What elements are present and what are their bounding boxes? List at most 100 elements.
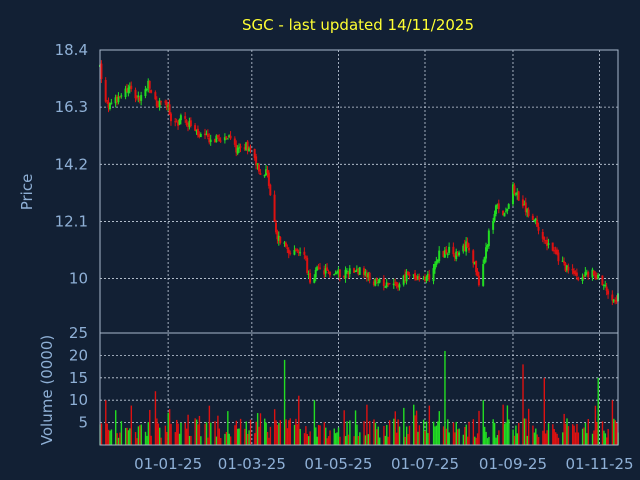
volume-bar <box>168 409 171 445</box>
volume-bar <box>508 419 510 445</box>
volume-bar <box>115 410 117 445</box>
volume-bar <box>217 415 219 445</box>
candle-body <box>614 300 617 302</box>
volume-bar <box>255 421 257 445</box>
volume-bar <box>110 429 113 445</box>
candle-body <box>487 230 490 246</box>
candle-body <box>313 278 316 283</box>
candle-body <box>114 97 117 104</box>
volume-bar <box>224 433 226 445</box>
volume-bar <box>249 419 252 445</box>
volume-bar <box>303 433 306 445</box>
volume-bar <box>503 423 506 445</box>
volume-bar <box>237 428 239 445</box>
volume-bar <box>403 407 405 445</box>
price-tick-label: 14.2 <box>55 155 88 173</box>
volume-bar <box>386 424 388 445</box>
candle-body <box>138 97 141 101</box>
candle-body <box>206 133 209 137</box>
candle-body <box>611 294 614 301</box>
volume-bar <box>472 419 475 445</box>
volume-bar <box>526 435 528 445</box>
volume-grid <box>100 354 618 424</box>
candle-body <box>567 266 570 271</box>
candle-body <box>218 138 221 142</box>
volume-bar <box>613 418 615 445</box>
volume-bar <box>525 418 527 445</box>
volume-bar <box>563 413 565 445</box>
volume-bar <box>513 435 516 445</box>
candle-body <box>355 269 358 271</box>
volume-tick-label: 25 <box>69 324 88 342</box>
volume-bar <box>127 430 130 445</box>
candle-body <box>178 119 181 125</box>
volume-bar <box>562 432 564 445</box>
candle-body <box>127 87 130 94</box>
volume-bar <box>552 424 554 445</box>
candle-body <box>347 272 350 275</box>
volume-bar <box>106 423 108 445</box>
volume-bar <box>218 428 221 445</box>
candle-body <box>334 273 337 275</box>
candle-body <box>433 264 436 270</box>
volume-bar <box>234 425 236 445</box>
candle-body <box>364 271 367 276</box>
candle-body <box>209 139 212 143</box>
volume-bar <box>567 426 570 445</box>
volume-bar <box>275 420 277 445</box>
volume-bar <box>448 432 450 445</box>
volume-bar <box>269 426 272 445</box>
candle-body <box>592 270 595 276</box>
volume-bar <box>527 408 530 445</box>
volume-bar <box>425 421 428 445</box>
candle-body <box>294 249 297 251</box>
candle-body <box>155 100 158 107</box>
candle-body <box>494 205 497 215</box>
candle-body <box>327 272 330 274</box>
volume-bar <box>124 427 127 445</box>
candle-body <box>445 249 448 255</box>
volume-bar <box>289 418 291 445</box>
volume-bar <box>485 431 487 445</box>
candle-body <box>594 275 597 279</box>
volume-bar <box>367 434 370 445</box>
candle-body <box>317 267 320 269</box>
volume-bar <box>174 432 177 445</box>
volume-bar <box>295 418 297 445</box>
date-tick-label: 01-01-25 <box>134 455 202 473</box>
candle-body <box>432 268 435 282</box>
volume-bar <box>344 436 347 445</box>
volume-bar <box>597 377 599 445</box>
volume-bar <box>194 418 196 445</box>
candle-body <box>205 133 208 135</box>
candle-body <box>348 268 351 275</box>
candle-body <box>377 281 380 283</box>
candle-body <box>531 215 534 220</box>
candle-body <box>306 257 309 273</box>
candle-body <box>219 140 222 142</box>
candle-body <box>358 267 361 275</box>
volume-bar <box>248 430 250 445</box>
candle-body <box>387 283 390 285</box>
volume-bar <box>535 428 537 445</box>
candle-body <box>213 138 216 143</box>
chart-title: SGC - last updated 14/11/2025 <box>242 16 474 34</box>
candle-body <box>378 279 381 283</box>
candle-body <box>422 278 425 280</box>
date-tick-label: 01-03-25 <box>218 455 286 473</box>
volume-bar <box>557 437 560 445</box>
candle-body <box>395 282 398 286</box>
volume-tick-label: 20 <box>69 346 88 364</box>
volume-bar <box>176 419 178 445</box>
candle-body <box>397 285 400 288</box>
candle-body <box>274 222 277 233</box>
volume-bar <box>442 426 445 445</box>
candle-body <box>150 90 153 93</box>
candle-body <box>561 260 564 262</box>
candle-body <box>408 274 411 277</box>
candle-body <box>357 268 360 275</box>
volume-bar <box>204 423 206 445</box>
volume-bar <box>309 431 311 445</box>
volume-bar <box>293 424 296 445</box>
volume-bar <box>265 422 267 445</box>
